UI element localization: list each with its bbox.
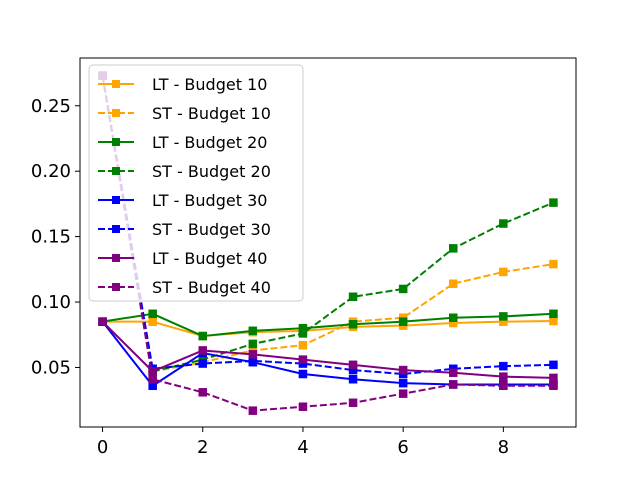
data-point-st-budget-20-9: [549, 198, 558, 207]
legend-marker: [112, 80, 120, 88]
legend-label: ST - Budget 20: [152, 162, 271, 181]
data-point-lt-budget-30-5: [348, 374, 358, 384]
legend-item-st-budget-40: ST - Budget 40: [98, 278, 271, 297]
legend-label: LT - Budget 30: [152, 191, 267, 210]
x-tick-label: 4: [297, 437, 308, 458]
legend-marker: [112, 109, 120, 117]
data-point-lt-budget-20-3: [248, 326, 258, 336]
data-point-lt-budget-20-7: [449, 313, 458, 322]
data-point-lt-budget-20-2: [198, 331, 207, 341]
data-point-st-budget-40-8: [499, 381, 508, 391]
y-tick-label: 0.25: [31, 96, 71, 117]
data-point-st-budget-30-9: [549, 360, 558, 370]
data-point-lt-budget-40-7: [449, 368, 458, 377]
plot-area-frame: [79, 57, 577, 428]
data-point-lt-budget-40-6: [398, 365, 408, 375]
data-point-lt-budget-20-1: [148, 309, 157, 319]
data-point-st-budget-40-6: [398, 389, 408, 398]
series-lt-budget-40: [98, 317, 558, 383]
y-tick-label: 0.20: [31, 161, 71, 182]
data-point-st-budget-40-4: [298, 402, 308, 411]
data-point-st-budget-10-8: [499, 267, 508, 277]
data-point-st-budget-20-5: [348, 292, 358, 302]
data-point-lt-budget-40-2: [198, 346, 207, 355]
data-point-st-budget-40-2: [198, 388, 207, 397]
y-tick-label: 0.05: [31, 357, 71, 378]
data-point-st-budget-20-6: [398, 284, 408, 294]
data-point-st-budget-40-5: [348, 398, 358, 408]
data-point-st-budget-20-3: [248, 339, 258, 349]
data-point-st-budget-20-7: [449, 244, 458, 253]
y-axis: 0.05 0.10 0.15 0.20 0.25: [31, 96, 80, 378]
legend-item-lt-budget-30: LT - Budget 30: [98, 191, 267, 210]
data-point-st-budget-20-4: [298, 329, 308, 338]
x-tick-label: 2: [197, 437, 208, 458]
data-point-lt-budget-10-1: [148, 317, 157, 326]
data-point-st-budget-10-9: [549, 259, 558, 269]
legend: LT - Budget 10 ST - Budget 10 LT - Budget …: [88, 64, 304, 302]
x-axis: 0 2 4 6 8: [97, 427, 509, 458]
x-tick-label: 0: [97, 437, 108, 458]
series-line-lt-budget-40: [101, 320, 554, 379]
data-point-lt-budget-20-8: [499, 312, 508, 321]
legend-label: ST - Budget 30: [152, 220, 271, 239]
data-point-lt-budget-40-4: [298, 355, 308, 364]
legend-item-st-budget-10: ST - Budget 10: [98, 104, 271, 123]
legend-label: LT - Budget 10: [152, 75, 267, 94]
legend-item-st-budget-30: ST - Budget 30: [98, 220, 271, 239]
series-line-st-budget-40: [101, 75, 554, 412]
x-tick-label: 8: [498, 437, 509, 458]
series-line-lt-budget-20: [102, 312, 554, 338]
data-point-st-budget-10-7: [449, 279, 458, 288]
legend-label: ST - Budget 10: [152, 104, 271, 123]
series-st-budget-40: [98, 71, 558, 415]
data-point-st-budget-40-9: [549, 381, 558, 391]
data-point-lt-budget-10-9: [549, 316, 558, 326]
series-line-st-budget-30: [101, 75, 554, 376]
data-point-st-budget-10-4: [298, 340, 308, 350]
series-layer: [98, 71, 558, 415]
legend-marker: [112, 138, 120, 146]
legend-marker: [112, 225, 120, 233]
legend-marker: [112, 254, 120, 262]
legend-box: [88, 64, 304, 302]
data-point-lt-budget-40-5: [348, 360, 358, 370]
data-point-st-budget-40-1: [148, 374, 157, 384]
x-tick-label: 6: [397, 437, 408, 458]
legend-marker: [112, 196, 120, 204]
data-point-lt-budget-40-8: [499, 372, 508, 381]
data-point-st-budget-40-3: [248, 406, 258, 415]
legend-item-st-budget-20: ST - Budget 20: [98, 162, 271, 181]
y-tick-label: 0.10: [31, 292, 71, 313]
legend-marker: [112, 167, 120, 175]
data-point-lt-budget-40-3: [248, 350, 258, 359]
legend-item-lt-budget-10: LT - Budget 10: [98, 75, 267, 94]
legend-item-lt-budget-40: LT - Budget 40: [98, 249, 267, 268]
data-point-lt-budget-20-5: [348, 320, 358, 329]
data-point-lt-budget-20-6: [398, 317, 408, 326]
legend-label: LT - Budget 20: [152, 133, 267, 152]
y-tick-label: 0.15: [31, 227, 71, 248]
legend-label: LT - Budget 40: [152, 249, 267, 268]
data-point-lt-budget-40-0: [98, 317, 107, 326]
series-line-lt-budget-10: [102, 320, 554, 338]
data-point-st-budget-30-2: [198, 359, 207, 368]
data-point-lt-budget-30-6: [398, 378, 408, 388]
data-point-st-budget-20-8: [499, 219, 508, 228]
legend-marker: [112, 283, 120, 291]
legend-label: ST - Budget 40: [152, 278, 271, 297]
data-point-lt-budget-40-9: [549, 373, 558, 383]
data-point-st-budget-30-8: [499, 361, 508, 371]
data-point-st-budget-40-7: [449, 380, 458, 389]
data-point-lt-budget-30-4: [298, 369, 308, 379]
data-point-lt-budget-20-9: [549, 309, 558, 319]
legend-item-lt-budget-20: LT - Budget 20: [98, 133, 267, 152]
